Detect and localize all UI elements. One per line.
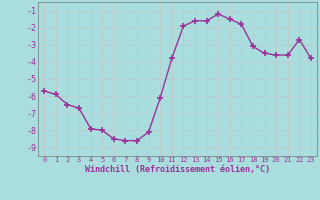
X-axis label: Windchill (Refroidissement éolien,°C): Windchill (Refroidissement éolien,°C) <box>85 165 270 174</box>
